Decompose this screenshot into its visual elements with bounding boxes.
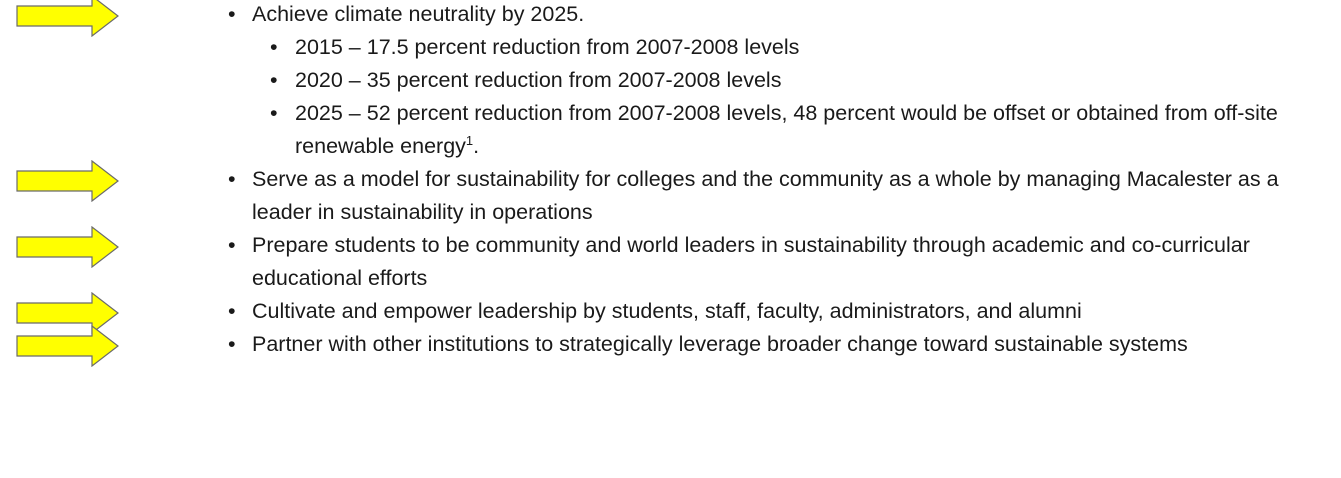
arrow-shape — [16, 226, 119, 268]
item-text: Achieve climate neutrality by 2025. — [252, 2, 585, 26]
item-text: Serve as a model for sustainability for … — [252, 167, 1279, 224]
arrow — [16, 160, 119, 202]
arrow-shape — [16, 325, 119, 367]
document: • Achieve climate neutrality by 2025. • 201… — [0, 0, 1341, 367]
punctuation: . — [473, 134, 480, 158]
sub-item: • 2020 – 35 percent reduction from 2007-2… — [0, 64, 1335, 97]
arrow — [16, 325, 119, 367]
list-item: • Prepare students to be community and wo… — [0, 226, 1341, 295]
arrow — [16, 292, 119, 334]
item-text: Partner with other institutions to strat… — [252, 332, 1188, 356]
sub-item-text: 2020 – 35 percent reduction from 2007-20… — [295, 68, 782, 92]
arrow — [16, 0, 119, 37]
arrow-shape — [16, 0, 119, 37]
item-text: Prepare students to be community and wor… — [252, 233, 1250, 290]
arrow-shape — [16, 292, 119, 334]
footnote-mark: 1 — [465, 132, 474, 148]
arrow-shape — [16, 160, 119, 202]
sub-item: • 2025 – 52 percent reduction from 2007-2… — [0, 97, 1335, 163]
list-item: • Partner with other institutions to stra… — [0, 325, 1341, 367]
bullet: • — [228, 167, 236, 191]
bullet: • — [228, 332, 236, 356]
sub-item-text: 2015 – 17.5 percent reduction from 2007-… — [295, 35, 800, 59]
bullet: • — [270, 68, 278, 92]
bullet: • — [270, 35, 278, 59]
list-item: • Achieve climate neutrality by 2025. — [0, 0, 1341, 37]
arrow — [16, 226, 119, 268]
sub-item-text: 2025 – 52 percent reduction from 2007-20… — [295, 101, 1278, 158]
bullet: • — [270, 101, 278, 125]
bullet: • — [228, 299, 236, 323]
sub-item: • 2015 – 17.5 percent reduction from 2007… — [0, 31, 1335, 64]
bullet: • — [228, 2, 236, 26]
bullet: • — [228, 233, 236, 257]
item-text: Cultivate and empower leadership by stud… — [252, 299, 1082, 323]
list-item: • Serve as a model for sustainability for… — [0, 160, 1341, 229]
list-item: • Cultivate and empower leadership by stu… — [0, 292, 1341, 334]
